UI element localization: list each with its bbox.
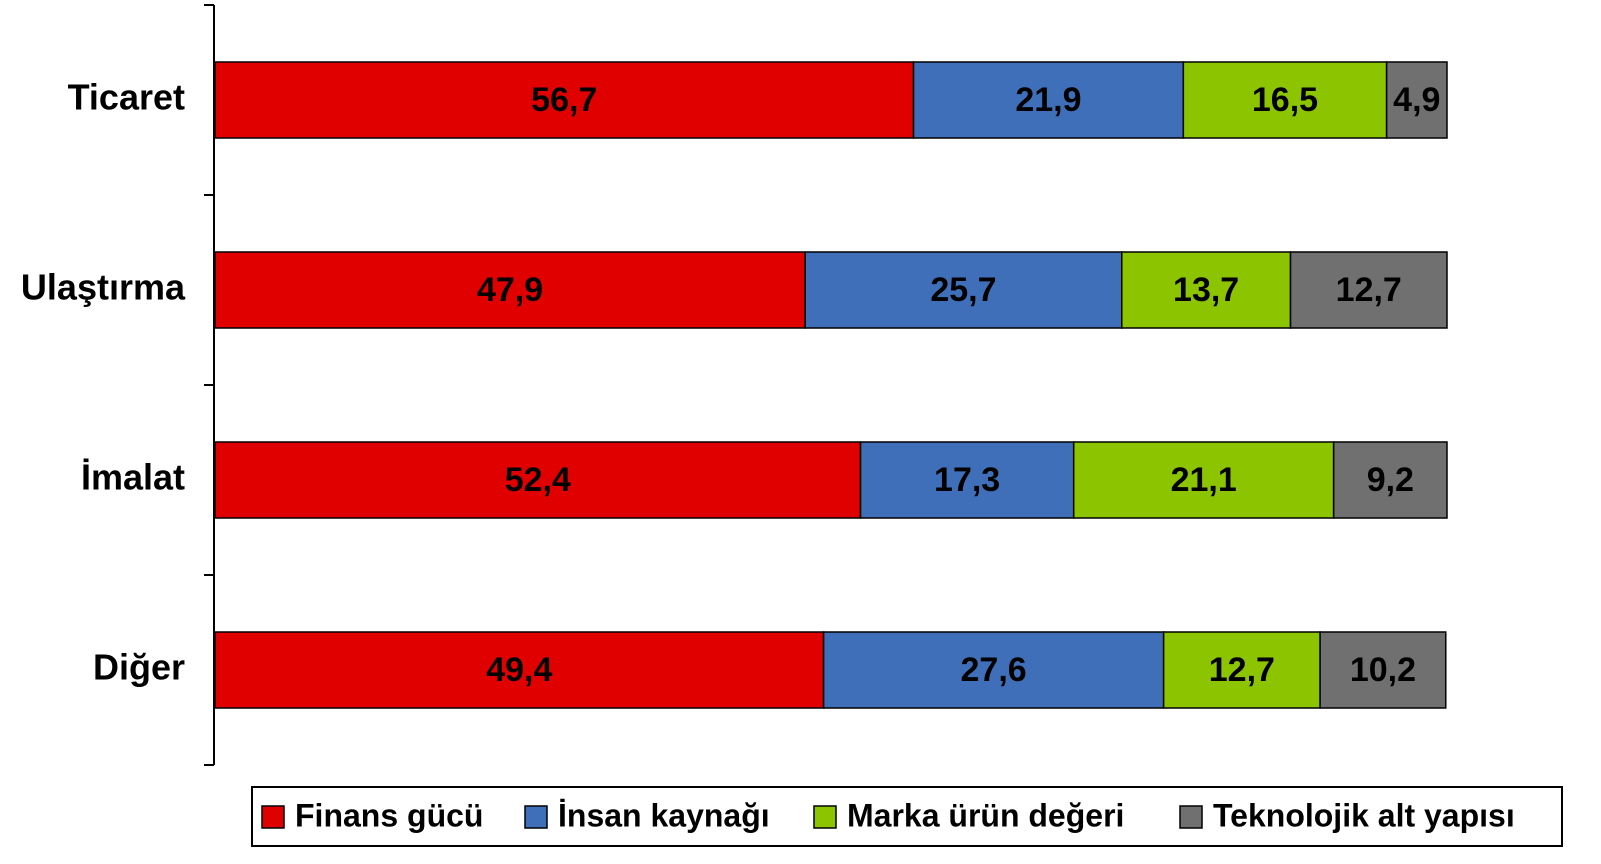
bar-segment [804,251,1123,329]
y-tick-label: İmalat [81,457,185,498]
bar-segment [859,441,1075,519]
legend-swatch [261,805,285,829]
bar-segment [214,631,825,709]
bar-segment [214,441,862,519]
y-tick-label: Diğer [93,647,185,688]
data-label: 21,9 [1015,81,1081,119]
data-label: 4,9 [1393,81,1440,119]
bar-segment [214,251,806,329]
data-label: 12,7 [1209,651,1275,689]
legend-label: İnsan kaynağı [558,797,770,833]
data-label: 56,7 [531,81,597,119]
legend-label: Teknolojik alt yapısı [1213,797,1515,833]
data-label: 12,7 [1336,271,1402,309]
bar-segment [1385,61,1448,139]
legend-label: Marka ürün değeri [847,797,1124,833]
data-label: 16,5 [1252,81,1318,119]
legend-label: Finans gücü [295,797,483,833]
legend-swatch [1179,805,1203,829]
bar-segment [1319,631,1447,709]
data-label: 52,4 [505,461,571,499]
bar-segment [1072,441,1335,519]
data-label: 13,7 [1173,271,1239,309]
data-label: 49,4 [486,651,552,689]
legend-box [251,786,1563,847]
bar-segment [1182,61,1388,139]
y-tick-label: Ulaştırma [21,267,186,308]
y-tick-label: Ticaret [68,77,185,118]
legend-swatch [524,805,548,829]
bar-segment [1332,441,1448,519]
data-label: 10,2 [1350,651,1416,689]
bar-segment [1121,251,1292,329]
data-label: 9,2 [1367,461,1414,499]
data-label: 25,7 [930,271,996,309]
legend-swatch [813,805,837,829]
data-label: 17,3 [934,461,1000,499]
data-label: 27,6 [961,651,1027,689]
data-label: 21,1 [1171,461,1237,499]
bar-segment [1289,251,1448,329]
data-label: 47,9 [477,271,543,309]
